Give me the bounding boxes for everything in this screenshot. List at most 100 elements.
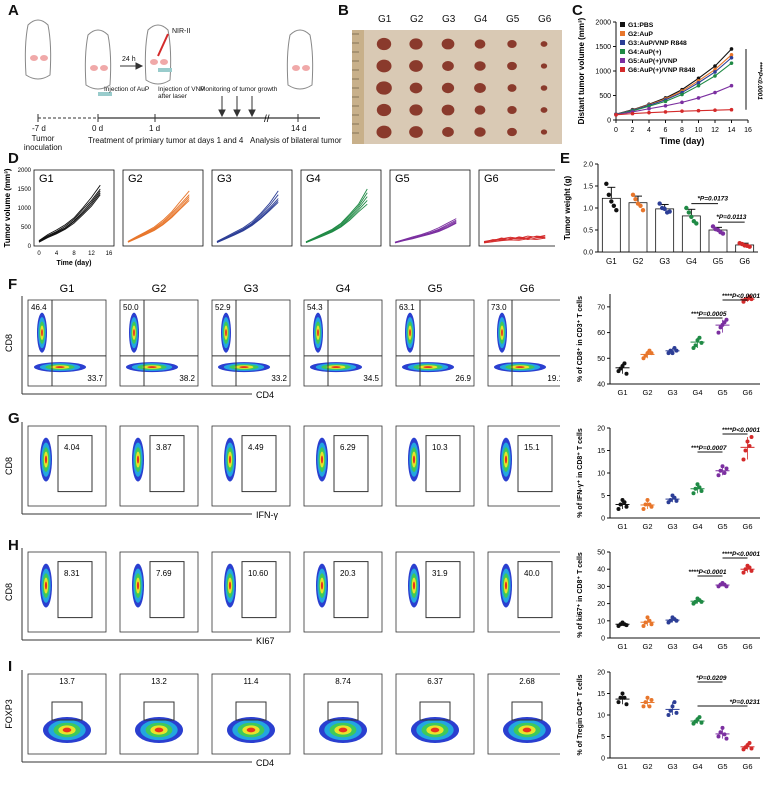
cell-density bbox=[133, 329, 135, 337]
cell-density bbox=[44, 455, 48, 464]
scatter-h: 0 10 20 30 40 50 % of ki67⁺ in CD8⁺ T cells G1 G… bbox=[577, 550, 760, 652]
y-tick-label: 0 bbox=[607, 118, 611, 125]
data-point bbox=[729, 107, 734, 112]
x-tick-label: G6 bbox=[739, 257, 750, 266]
y-tick-label: 10 bbox=[597, 713, 605, 720]
tumor-sample bbox=[507, 61, 517, 71]
data-point bbox=[645, 498, 650, 502]
data-point bbox=[684, 205, 689, 211]
y-tick-label: 30 bbox=[597, 584, 605, 591]
quadrant-percent: 63.1 bbox=[399, 303, 415, 312]
data-point bbox=[674, 618, 679, 623]
y-axis-label: Tumor weight (g) bbox=[563, 176, 572, 241]
y-tick-label: 1000 bbox=[595, 69, 611, 76]
data-point bbox=[724, 317, 729, 322]
data-point bbox=[693, 599, 698, 604]
b-group-label: G2 bbox=[410, 14, 424, 25]
mouse-growth-line bbox=[216, 201, 279, 243]
annotation-pvalue: ****P<0.0001 bbox=[688, 569, 727, 576]
tumor-sample bbox=[376, 37, 392, 51]
flow-plot-frame bbox=[303, 425, 383, 507]
y-axis-label: % of ki67⁺ in CD8⁺ T cells bbox=[577, 552, 584, 638]
panel-a-schematic: // -7 d 0 d 1 d 14 d Tumor inoculation 2… bbox=[0, 0, 342, 152]
mouse-1 bbox=[24, 19, 52, 80]
data-point bbox=[666, 713, 671, 717]
cell-density bbox=[409, 329, 411, 337]
data-point bbox=[614, 113, 618, 117]
flow-plot-frame bbox=[27, 673, 107, 755]
flow-x-axis-label: KI67 bbox=[256, 636, 275, 646]
bar-G4 bbox=[681, 215, 701, 253]
cell-density bbox=[338, 727, 348, 733]
data-point bbox=[699, 489, 704, 493]
data-point bbox=[720, 464, 725, 469]
x-tick-label: G3 bbox=[667, 522, 677, 531]
legend-marker bbox=[620, 22, 625, 27]
data-point bbox=[641, 507, 646, 511]
data-point bbox=[645, 615, 650, 620]
b-group-label: G4 bbox=[474, 14, 488, 25]
data-point bbox=[663, 99, 668, 104]
data-point bbox=[668, 498, 673, 502]
data-point bbox=[670, 704, 675, 709]
data-point bbox=[718, 468, 723, 473]
x-tick-label: 8 bbox=[680, 127, 684, 134]
gate-box bbox=[149, 561, 185, 619]
panel-d: Tumor volume (mm³) G1 0 4 8 12 16 0 500 1000 1500 2… bbox=[0, 164, 560, 274]
data-point bbox=[618, 502, 623, 507]
data-point bbox=[716, 330, 721, 335]
group-label: G3 bbox=[217, 173, 232, 185]
panel-label-i: I bbox=[8, 658, 13, 675]
chart-c: 0 2 4 6 8 10 12 14 16 0 500 1000 1500 2000 Time (day) D… bbox=[577, 17, 763, 146]
y-tick-label: 0 bbox=[28, 244, 32, 250]
flow-y-axis-label: CD8 bbox=[4, 457, 14, 475]
flow-y-axis-label: CD8 bbox=[4, 583, 14, 601]
flow-plot-frame bbox=[487, 551, 567, 633]
series-line-G3 bbox=[615, 57, 732, 115]
annotation-pvalue: ****P<0.0001 bbox=[722, 293, 761, 300]
y-tick-label: 40 bbox=[597, 382, 605, 389]
tumor-sample bbox=[376, 59, 392, 73]
flow-plot-frame bbox=[211, 299, 291, 387]
cell-density bbox=[55, 366, 65, 368]
panel-g-flow: CD8 4.04 3.87 4.49 6.29 10.3 15.1 IFN-γ bbox=[0, 416, 567, 540]
x-tick-label: G4 bbox=[686, 257, 697, 266]
data-point bbox=[722, 471, 727, 475]
cell-density bbox=[504, 455, 508, 464]
gate-percent: 20.3 bbox=[340, 569, 356, 578]
flow-plot-frame bbox=[395, 673, 475, 755]
gate-percent: 31.9 bbox=[432, 569, 448, 578]
y-tick-label: 0.5 bbox=[583, 228, 593, 235]
annotation-pvalue: ***P=0.0005 bbox=[691, 311, 727, 318]
bar-G1 bbox=[601, 197, 621, 253]
data-point bbox=[674, 710, 679, 715]
tumor-sample bbox=[474, 61, 486, 71]
x-axis-label: Time (day) bbox=[57, 260, 92, 267]
cell-density bbox=[504, 581, 508, 590]
gate-percent: 8.74 bbox=[335, 677, 351, 686]
data-point bbox=[647, 618, 652, 623]
data-point bbox=[668, 618, 673, 623]
x-tick-label: G2 bbox=[633, 257, 644, 266]
data-point bbox=[649, 697, 654, 702]
cell-density bbox=[136, 455, 140, 464]
flow-x-axis-label: CD4 bbox=[256, 390, 274, 400]
x-tick-label: G2 bbox=[642, 522, 652, 531]
group-label: G6 bbox=[484, 173, 499, 185]
cell-density bbox=[430, 727, 440, 733]
panel-label-a: A bbox=[8, 2, 19, 19]
data-point bbox=[641, 623, 646, 628]
panel-frame bbox=[122, 169, 204, 247]
panel-label-e: E bbox=[560, 150, 571, 167]
panel-f-right: 40 50 60 70 % of CD8⁺ in CD3⁺ T cells G1 G2 G3 G… bbox=[570, 282, 772, 410]
data-point bbox=[670, 351, 675, 356]
flow-plot-frame bbox=[395, 299, 475, 387]
gate-box bbox=[57, 435, 93, 493]
x-tick-label: G3 bbox=[667, 642, 677, 651]
data-point bbox=[604, 181, 609, 186]
data-point bbox=[624, 504, 629, 509]
y-tick-label: 60 bbox=[597, 330, 605, 337]
data-point bbox=[641, 704, 646, 709]
quadrant-percent: 26.9 bbox=[455, 374, 471, 383]
data-point bbox=[741, 457, 746, 462]
